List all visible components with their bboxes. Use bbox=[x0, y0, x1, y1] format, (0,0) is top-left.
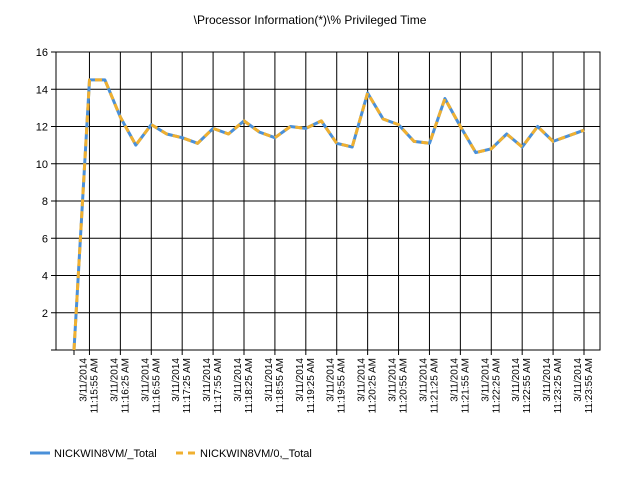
x-tick-label: 3/11/2014 11:16:55 AM bbox=[140, 358, 162, 414]
x-tick-label-date: 3/11/2014 bbox=[140, 358, 151, 402]
x-tick-label-date: 3/11/2014 bbox=[264, 358, 275, 402]
x-tick-label-time: 11:23:55 AM bbox=[584, 358, 595, 413]
chart-title: \Processor Information(*)\% Privileged T… bbox=[194, 13, 427, 27]
x-tick-label: 3/11/2014 11:22:55 AM bbox=[511, 358, 533, 414]
x-tick-label-time: 11:22:55 AM bbox=[522, 358, 533, 413]
x-tick-label-time: 11:18:55 AM bbox=[275, 358, 286, 413]
y-tick-label: 8 bbox=[42, 196, 48, 208]
x-tick-label-time: 11:21:55 AM bbox=[460, 358, 471, 413]
x-tick-label-date: 3/11/2014 bbox=[326, 358, 337, 402]
y-axis-ticks: 2 4 6 8 10 12 14 16 bbox=[36, 47, 56, 351]
x-tick-label: 3/11/2014 11:21:55 AM bbox=[449, 358, 471, 414]
x-tick-label: 3/11/2014 11:15:55 AM bbox=[78, 358, 100, 414]
y-tick-label: 10 bbox=[36, 159, 48, 171]
x-tick-label-time: 11:17:25 AM bbox=[182, 358, 193, 413]
y-tick-label: 4 bbox=[42, 271, 48, 283]
series-line-2 bbox=[72, 78, 585, 351]
series-lines bbox=[72, 78, 585, 351]
x-tick-label: 3/11/2014 11:19:55 AM bbox=[326, 358, 348, 414]
x-tick-label: 3/11/2014 11:18:55 AM bbox=[264, 358, 286, 414]
y-tick-label: 2 bbox=[42, 308, 48, 320]
x-tick-label-time: 11:22:25 AM bbox=[491, 358, 502, 413]
x-tick-label-date: 3/11/2014 bbox=[573, 358, 584, 402]
x-tick-label-date: 3/11/2014 bbox=[233, 358, 244, 402]
x-tick-label: 3/11/2014 11:16:25 AM bbox=[109, 358, 131, 414]
x-tick-label: 3/11/2014 11:20:25 AM bbox=[357, 358, 379, 414]
x-tick-label: 3/11/2014 11:17:55 AM bbox=[202, 358, 224, 414]
x-tick-label-date: 3/11/2014 bbox=[357, 358, 368, 402]
grid bbox=[56, 51, 600, 350]
x-tick-label-date: 3/11/2014 bbox=[388, 358, 399, 402]
y-tick-label: 16 bbox=[36, 47, 48, 59]
x-tick-label-time: 11:20:25 AM bbox=[368, 358, 379, 413]
x-tick-label-date: 3/11/2014 bbox=[295, 358, 306, 402]
x-tick-label: 3/11/2014 11:22:25 AM bbox=[480, 358, 502, 414]
x-tick-label-date: 3/11/2014 bbox=[78, 358, 89, 402]
x-tick-label-time: 11:21:25 AM bbox=[429, 358, 440, 413]
x-tick-label-date: 3/11/2014 bbox=[480, 358, 491, 402]
x-tick-label: 3/11/2014 11:23:25 AM bbox=[542, 358, 564, 414]
x-tick-label-time: 11:23:25 AM bbox=[553, 358, 564, 413]
legend: NICKWIN8VM/_Total NICKWIN8VM/0,_Total bbox=[30, 448, 312, 460]
x-tick-label: 3/11/2014 11:23:55 AM bbox=[573, 358, 595, 414]
x-tick-label-time: 11:16:25 AM bbox=[120, 358, 131, 413]
x-tick-label-time: 11:15:55 AM bbox=[89, 358, 100, 413]
x-tick-label-time: 11:20:55 AM bbox=[399, 358, 410, 413]
x-tick-label-time: 11:19:55 AM bbox=[337, 358, 348, 413]
x-tick-label-date: 3/11/2014 bbox=[511, 358, 522, 402]
x-tick-label: 3/11/2014 11:21:25 AM bbox=[418, 358, 440, 414]
y-tick-label: 6 bbox=[42, 233, 48, 245]
legend-label-2: NICKWIN8VM/0,_Total bbox=[200, 448, 312, 460]
x-tick-label-date: 3/11/2014 bbox=[202, 358, 213, 402]
x-tick-label-time: 11:19:25 AM bbox=[306, 358, 317, 413]
x-tick-label-date: 3/11/2014 bbox=[418, 358, 429, 402]
x-tick-label-date: 3/11/2014 bbox=[449, 358, 460, 402]
x-tick-label: 3/11/2014 11:20:55 AM bbox=[388, 358, 410, 414]
x-tick-label: 3/11/2014 11:18:25 AM bbox=[233, 358, 255, 414]
x-tick-label: 3/11/2014 11:17:25 AM bbox=[171, 358, 193, 414]
x-tick-label-date: 3/11/2014 bbox=[542, 358, 553, 402]
x-tick-label-time: 11:18:25 AM bbox=[244, 358, 255, 413]
x-axis-ticks: 3/11/2014 11:15:55 AM 3/11/2014 11:16:25 AM… bbox=[73, 350, 595, 414]
series-line-1 bbox=[72, 78, 585, 351]
y-tick-label: 12 bbox=[36, 122, 48, 134]
x-tick-label-time: 11:17:55 AM bbox=[213, 358, 224, 413]
x-tick-label: 3/11/2014 11:19:25 AM bbox=[295, 358, 317, 414]
y-tick-label: 14 bbox=[36, 84, 48, 96]
x-tick-label-date: 3/11/2014 bbox=[171, 358, 182, 402]
x-tick-label-time: 11:16:55 AM bbox=[151, 358, 162, 413]
legend-label-1: NICKWIN8VM/_Total bbox=[54, 448, 157, 460]
x-tick-label-date: 3/11/2014 bbox=[109, 358, 120, 402]
